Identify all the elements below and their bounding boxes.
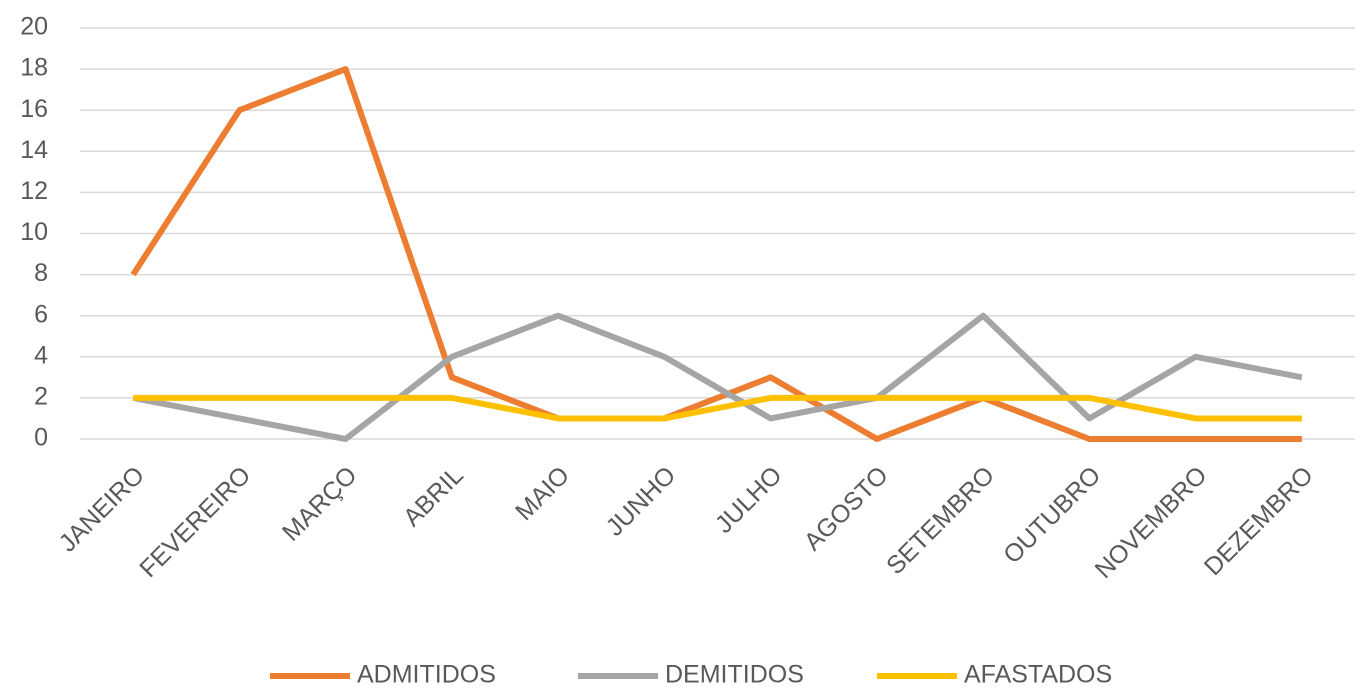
series-line: [130, 66, 1302, 442]
legend-label: AFASTADOS: [964, 661, 1112, 689]
x-tick-label: OUTUBRO: [998, 461, 1106, 569]
series-line: [133, 394, 1302, 422]
x-tick-label: JUNHO: [601, 461, 682, 542]
y-tick-label: 4: [34, 341, 48, 369]
y-tick-label: 20: [20, 13, 48, 41]
x-tick-label: FEVEREIRO: [134, 461, 256, 583]
y-tick-label: 8: [34, 259, 48, 287]
x-tick-label: JULHO: [710, 461, 788, 539]
y-tick-label: 14: [20, 136, 48, 164]
series-line: [132, 312, 1303, 442]
x-tick-label: SETEMBRO: [881, 461, 1000, 580]
y-tick-label: 6: [34, 300, 48, 328]
x-tick-label: ABRIL: [398, 461, 469, 532]
y-tick-label: 10: [20, 218, 48, 246]
y-tick-label: 16: [20, 95, 48, 123]
x-tick-label: DEZEMBRO: [1199, 461, 1319, 581]
x-tick-label: MAIO: [510, 461, 575, 526]
x-tick-label: MARÇO: [277, 461, 363, 547]
y-tick-label: 0: [34, 424, 48, 452]
x-tick-label: NOVEMBRO: [1090, 461, 1213, 584]
x-tick-label: AGOSTO: [799, 461, 894, 556]
y-tick-label: 2: [34, 383, 48, 411]
legend-label: DEMITIDOS: [665, 661, 804, 689]
y-tick-label: 12: [20, 177, 48, 205]
y-tick-label: 18: [20, 54, 48, 82]
legend-label: ADMITIDOS: [357, 661, 496, 689]
x-tick-label: JANEIRO: [54, 461, 150, 557]
